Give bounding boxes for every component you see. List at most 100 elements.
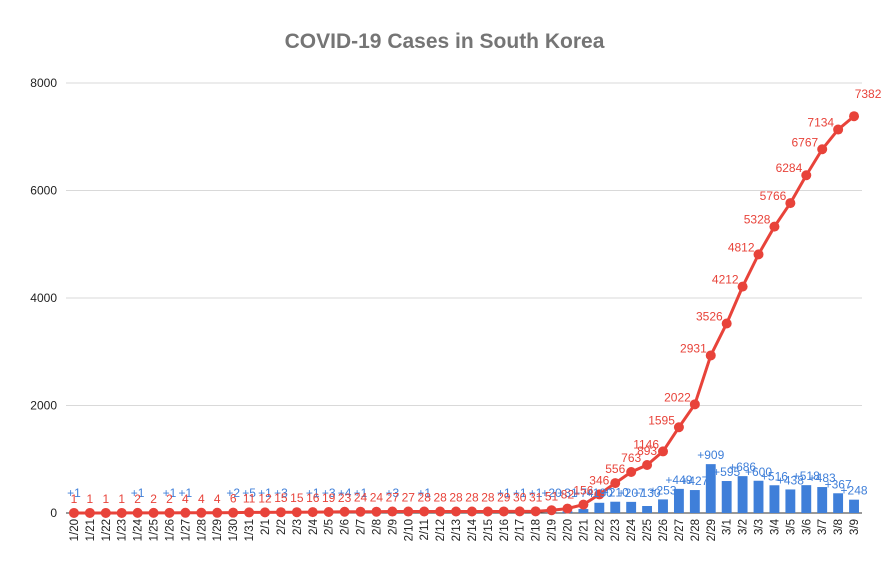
- total-cases-label: 15: [274, 491, 288, 505]
- total-cases-point: [530, 506, 541, 517]
- new-cases-bar: [769, 485, 780, 513]
- new-cases-bar: [610, 501, 621, 513]
- x-tick-label: 3/3: [754, 519, 766, 535]
- total-cases-label: 28: [418, 490, 432, 504]
- x-tick-label: 3/2: [738, 519, 750, 535]
- total-cases-label: 31: [529, 490, 543, 504]
- total-cases-label: 11: [243, 491, 256, 505]
- y-tick-label: 8000: [30, 76, 57, 90]
- total-cases-point: [801, 170, 812, 181]
- x-tick-label: 2/3: [292, 519, 304, 535]
- total-cases-label: 2022: [664, 390, 691, 404]
- x-tick-label: 1/24: [133, 518, 145, 541]
- total-cases-point: [785, 198, 796, 209]
- total-cases-label: 4: [214, 492, 221, 506]
- x-tick-label: 2/15: [483, 519, 495, 541]
- x-tick-label: 1/27: [180, 519, 192, 541]
- total-cases-line-path: [73, 115, 856, 515]
- new-cases-label: +1: [67, 486, 81, 500]
- total-cases-point: [546, 505, 557, 516]
- new-cases-bar: [642, 506, 653, 513]
- total-cases-label: 763: [621, 451, 641, 465]
- new-cases-label: +686: [729, 460, 756, 474]
- new-cases-label: +210: [602, 486, 629, 500]
- x-tick-label: 2/26: [658, 519, 670, 541]
- total-cases-point: [371, 506, 382, 517]
- total-cases-label: 1: [87, 492, 94, 506]
- new-cases-label: +1: [417, 486, 431, 500]
- new-cases-bar: [785, 489, 796, 513]
- total-cases-label: 5328: [744, 213, 771, 227]
- x-tick-label: 2/23: [610, 519, 622, 541]
- total-cases-label: 1146: [633, 437, 659, 451]
- total-cases-label: 28: [433, 490, 447, 504]
- x-tick-label: 1/29: [212, 519, 224, 541]
- total-cases-label: 23: [338, 491, 352, 505]
- total-cases-point: [594, 489, 605, 500]
- total-cases-point: [307, 507, 318, 518]
- total-cases-label: 1: [118, 492, 125, 506]
- total-cases-label: 29: [497, 490, 511, 504]
- total-cases-point: [387, 506, 398, 517]
- total-cases-point: [578, 499, 589, 510]
- total-cases-label: 1595: [648, 413, 675, 427]
- x-tick-label: 1/28: [196, 519, 208, 541]
- x-tick-label: 2/2: [276, 519, 288, 535]
- total-cases-point: [610, 478, 621, 489]
- total-cases-point: [673, 422, 684, 433]
- new-cases-bar: [849, 499, 859, 513]
- new-cases-bar: [673, 488, 684, 513]
- new-cases-label: +1: [179, 486, 193, 500]
- total-cases-point: [180, 507, 191, 518]
- total-cases-label: 556: [605, 462, 625, 476]
- total-cases-point: [562, 503, 573, 514]
- new-cases-label: +5: [242, 486, 256, 500]
- total-cases-line: [68, 111, 860, 518]
- new-cases-label: +1: [354, 486, 368, 500]
- new-cases-label: +449: [665, 473, 692, 487]
- new-cases-bar: [689, 490, 700, 513]
- new-cases-label: +4: [338, 486, 352, 500]
- total-cases-label: 82: [561, 488, 575, 502]
- total-cases-point: [100, 507, 111, 518]
- total-cases-point: [291, 507, 302, 518]
- x-tick-label: 2/11: [419, 519, 431, 541]
- x-tick-label: 2/10: [403, 519, 415, 541]
- new-cases-label: +1: [131, 486, 145, 500]
- total-cases-label: 4812: [728, 240, 755, 254]
- total-cases-label: 51: [545, 489, 559, 503]
- new-cases-label: +1: [513, 486, 527, 500]
- x-tick-label: 2/21: [578, 519, 590, 541]
- total-cases-label: 4: [198, 492, 205, 506]
- new-cases-label: +3: [322, 486, 336, 500]
- x-tick-label: 2/22: [594, 519, 606, 541]
- new-cases-bar: [721, 481, 732, 513]
- total-cases-label: 28: [481, 490, 495, 504]
- x-tick-label: 3/4: [769, 518, 781, 535]
- new-cases-bar: [833, 493, 844, 513]
- total-cases-point: [419, 506, 430, 517]
- total-cases-point: [658, 446, 668, 457]
- new-cases-label: +483: [809, 471, 836, 485]
- x-tick-label: 2/13: [451, 519, 463, 541]
- axes: 0 2000 4000 6000 8000 1/20 1/21 1/22 1/23 1/24 1/2…: [30, 76, 861, 541]
- total-cases-point: [451, 506, 462, 517]
- x-tick-label: 2/9: [387, 519, 399, 535]
- total-cases-label: 27: [386, 491, 400, 505]
- new-cases-label: +516: [761, 469, 788, 483]
- new-cases-label: +190: [586, 486, 613, 500]
- total-cases-label: 2: [166, 492, 173, 506]
- total-cases-label: 4: [182, 492, 189, 506]
- total-cases-point: [212, 507, 223, 518]
- total-cases-label: 24: [370, 491, 384, 505]
- new-cases-label: +248: [841, 484, 868, 498]
- new-cases-bar: [578, 509, 589, 513]
- total-cases-point: [339, 506, 350, 517]
- data-labels: +1 +1 +1 +1 +2 +5 +1 +3 +1 +3 +4 +1 +3 +1 +1 +1 +1+20+31…: [67, 87, 882, 506]
- x-tick-label: 3/5: [785, 519, 797, 535]
- total-cases-point: [626, 466, 637, 477]
- x-tick-label: 2/7: [356, 519, 368, 535]
- total-cases-label: 19: [322, 491, 336, 505]
- total-cases-label: 3526: [696, 309, 723, 323]
- x-tick-label: 2/4: [308, 518, 320, 535]
